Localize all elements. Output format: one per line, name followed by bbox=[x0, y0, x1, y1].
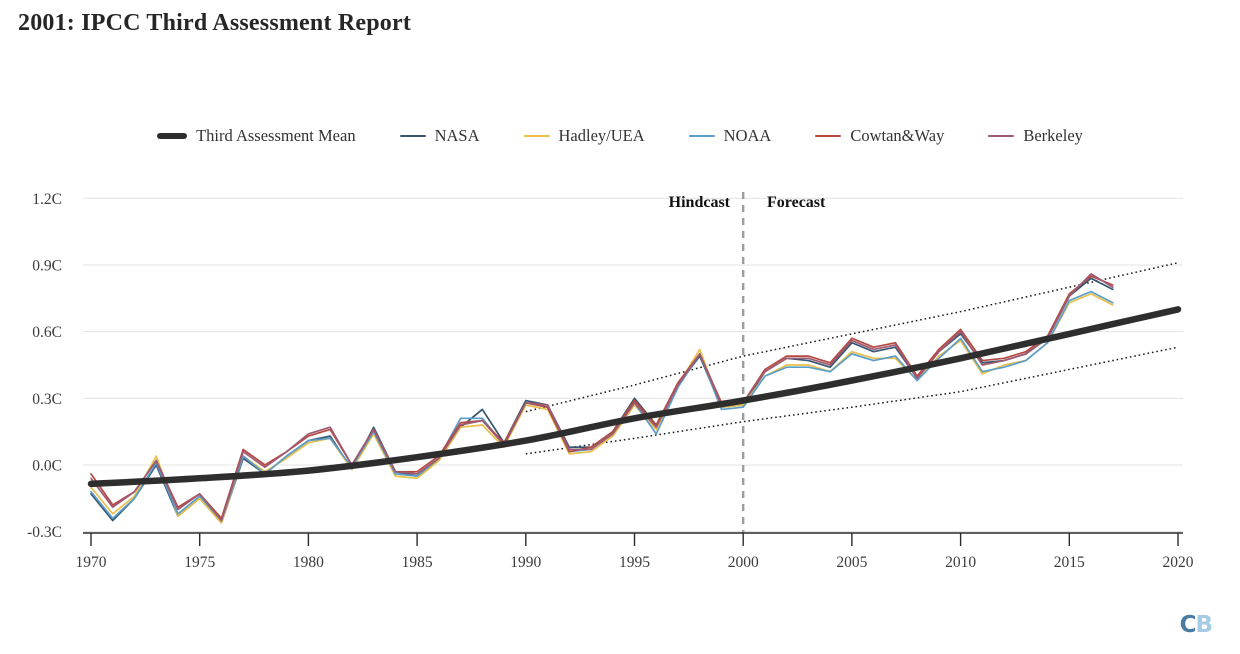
y-tick-label: 0.9C bbox=[32, 257, 62, 274]
y-tick-label: 0.6C bbox=[32, 324, 62, 341]
legend-swatch bbox=[815, 134, 842, 138]
y-tick-label: -0.3C bbox=[27, 524, 62, 541]
chart-legend: Third Assessment Mean NASA Hadley/UEA NOAA C… bbox=[0, 126, 1240, 146]
series-line-cowtan-way bbox=[90, 275, 1114, 520]
carbonbrief-logo: CB bbox=[1179, 612, 1213, 638]
legend-label: Berkeley bbox=[1023, 126, 1083, 145]
series-line-hadley-uea bbox=[90, 293, 1114, 524]
forecast-label: Forecast bbox=[767, 194, 826, 211]
x-tick-label: 1990 bbox=[510, 554, 541, 571]
legend-item-noaa: NOAA bbox=[688, 126, 772, 146]
legend-swatch bbox=[157, 133, 188, 139]
legend-item-cowtan-way: Cowtan&Way bbox=[815, 126, 944, 146]
x-tick-label: 1975 bbox=[184, 554, 215, 571]
x-tick-label: 2020 bbox=[1163, 554, 1194, 571]
legend-swatch bbox=[523, 134, 550, 138]
x-tick-label: 1985 bbox=[402, 554, 433, 571]
y-tick-label: 0.0C bbox=[32, 458, 62, 475]
legend-label: Hadley/UEA bbox=[558, 126, 645, 145]
x-tick-label: 2015 bbox=[1054, 554, 1085, 571]
y-tick-label: 0.3C bbox=[32, 391, 62, 408]
page-title: 2001: IPCC Third Assessment Report bbox=[18, 10, 412, 36]
x-tick-label: 1970 bbox=[76, 554, 107, 571]
legend-item-berkeley: Berkeley bbox=[988, 126, 1083, 146]
legend-item-nasa: NASA bbox=[399, 126, 480, 146]
logo-letter-b: B bbox=[1195, 612, 1213, 638]
legend-swatch bbox=[688, 134, 715, 138]
legend-label: NOAA bbox=[723, 126, 772, 145]
legend-item-third-assessment-mean: Third Assessment Mean bbox=[157, 126, 356, 146]
x-tick-label: 2005 bbox=[836, 554, 867, 571]
x-tick-label: 2010 bbox=[945, 554, 976, 571]
x-tick-label: 1980 bbox=[293, 554, 324, 571]
hindcast-label: Hindcast bbox=[668, 194, 730, 211]
legend-swatch bbox=[988, 134, 1015, 138]
x-tick-label: 2000 bbox=[728, 554, 759, 571]
mean-line bbox=[87, 306, 1182, 488]
logo-letter-c: C bbox=[1179, 612, 1197, 638]
series-line-berkeley bbox=[90, 273, 1114, 522]
legend-swatch bbox=[399, 134, 426, 138]
legend-label: Cowtan&Way bbox=[850, 126, 945, 145]
legend-label: NASA bbox=[434, 126, 480, 145]
legend-label: Third Assessment Mean bbox=[196, 126, 356, 145]
series-line-noaa bbox=[90, 290, 1114, 522]
series-line-nasa bbox=[90, 277, 1114, 524]
lower-bound-line bbox=[525, 346, 1179, 455]
x-tick-label: 1995 bbox=[619, 554, 650, 571]
legend-item-hadley-uea: Hadley/UEA bbox=[523, 126, 645, 146]
y-tick-label: 1.2C bbox=[32, 191, 62, 208]
